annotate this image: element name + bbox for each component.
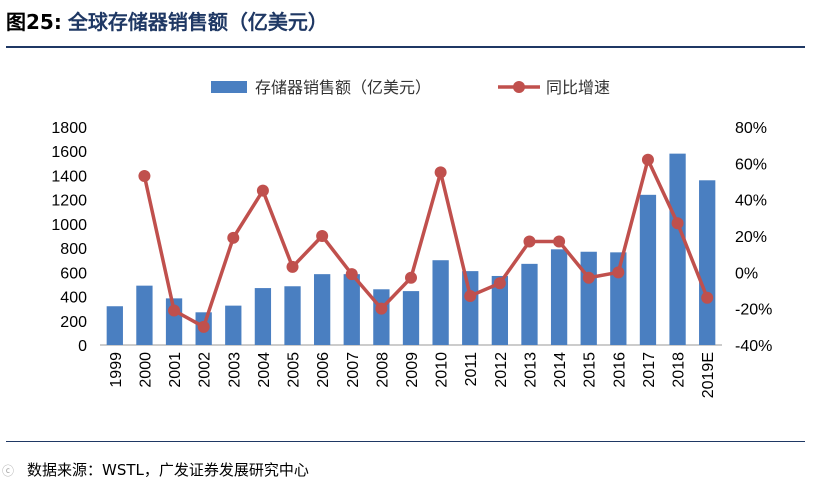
bar — [343, 274, 360, 345]
x-axis-tick: 2006 — [315, 352, 332, 388]
x-axis-tick: 2002 — [197, 352, 214, 388]
x-axis-tick: 2008 — [374, 352, 391, 388]
bar — [669, 153, 686, 345]
left-axis-tick: 1000 — [51, 217, 87, 234]
legend-line-label: 同比增速 — [546, 78, 610, 97]
legend-line-marker — [513, 81, 525, 93]
left-axis-tick: 600 — [60, 265, 87, 282]
growth-point — [612, 266, 625, 279]
growth-point — [405, 271, 417, 284]
left-axis-tick: 1600 — [51, 144, 87, 161]
bar — [313, 274, 331, 345]
bar — [550, 249, 568, 345]
growth-point — [523, 235, 536, 248]
x-axis-tick: 2003 — [226, 352, 243, 388]
bar — [699, 180, 716, 345]
legend-bar-label: 存储器销售额（亿美元） — [255, 78, 431, 97]
bar — [106, 306, 123, 345]
bar — [491, 275, 509, 345]
x-axis-tick: 2001 — [167, 352, 184, 388]
x-axis-tick: 2010 — [434, 352, 451, 388]
bar — [373, 289, 390, 345]
growth-point — [227, 231, 240, 244]
growth-point — [138, 170, 151, 183]
growth-point — [375, 302, 388, 315]
bar — [521, 263, 538, 345]
growth-point — [316, 230, 329, 242]
x-axis-tick: 2015 — [582, 352, 599, 388]
right-axis-tick: 60% — [735, 156, 767, 173]
x-axis-tick: 2013 — [522, 352, 539, 388]
right-axis-tick: 0% — [735, 265, 758, 282]
right-axis-tick: -20% — [735, 302, 772, 319]
left-axis-tick: 1200 — [51, 193, 87, 210]
growth-point — [553, 235, 566, 248]
x-axis-tick: 2018 — [671, 352, 688, 388]
x-axis-tick: 2019E — [700, 352, 717, 398]
top-divider — [6, 46, 805, 48]
right-axis-tick: 20% — [735, 229, 767, 246]
combo-chart: 0 200 400 600 800 1000 1200 1400 1600 1800 -40% -20… — [51, 78, 772, 398]
left-axis-tick: 200 — [60, 314, 87, 331]
left-axis-tick: 400 — [60, 290, 87, 307]
x-axis-tick: 2016 — [611, 352, 628, 388]
growth-point — [582, 271, 595, 284]
right-axis-tick: -40% — [735, 338, 772, 355]
bar — [462, 271, 479, 345]
x-axis-tick: 2012 — [493, 352, 510, 388]
x-axis-tick: 2000 — [137, 352, 154, 388]
bar — [402, 291, 420, 345]
growth-point — [197, 320, 210, 333]
growth-point — [641, 153, 654, 166]
growth-point — [286, 260, 299, 273]
left-axis-tick: 1800 — [51, 120, 87, 137]
bar — [432, 260, 449, 345]
x-axis-tick: 2004 — [256, 352, 273, 388]
legend-bar-swatch — [211, 81, 247, 93]
figure-label: 图25: — [6, 10, 62, 34]
growth-point — [671, 217, 684, 230]
bar — [225, 305, 242, 345]
right-axis-tick: 80% — [735, 120, 767, 137]
x-axis-tick: 2017 — [641, 352, 658, 388]
growth-point — [464, 289, 477, 302]
growth-point — [168, 304, 181, 317]
x-axis-tick: 2005 — [286, 352, 303, 388]
bar — [580, 251, 597, 345]
growth-point — [701, 291, 714, 304]
data-source: 数据来源：WSTL，广发证券发展研究中心 — [27, 461, 309, 479]
x-axis-tick: 1999 — [108, 352, 125, 388]
bar — [254, 288, 272, 345]
watermark: ⓒ — [2, 464, 15, 478]
chart-title: 图25: 全球存储器销售额（亿美元） — [6, 6, 328, 35]
bar — [284, 286, 301, 345]
bottom-divider — [6, 441, 805, 442]
left-axis-tick: 1400 — [51, 168, 87, 185]
growth-point — [434, 166, 447, 179]
x-axis-tick: 2009 — [404, 352, 421, 388]
left-axis-tick: 800 — [60, 241, 87, 258]
growth-point — [345, 268, 358, 281]
x-axis-tick: 2011 — [463, 352, 480, 387]
right-axis-tick: 40% — [735, 193, 767, 210]
left-axis-tick: 0 — [78, 338, 87, 355]
x-axis-tick: 2014 — [552, 352, 569, 388]
growth-point — [256, 184, 269, 197]
x-axis-tick: 2007 — [345, 352, 362, 388]
growth-point — [493, 277, 506, 290]
bar — [639, 194, 657, 345]
figure-title-text: 全球存储器销售额（亿美元） — [67, 10, 328, 34]
bar — [136, 285, 153, 345]
